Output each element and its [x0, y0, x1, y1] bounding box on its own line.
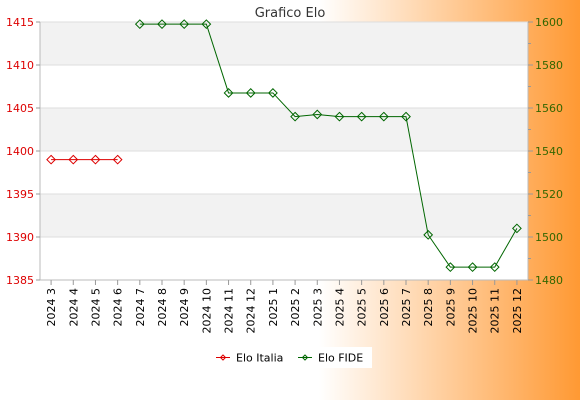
y-left-tick-label: 1400	[6, 145, 34, 158]
y-left-tick-label: 1385	[6, 274, 34, 287]
data-point	[46, 154, 56, 165]
data-point	[268, 88, 278, 98]
data-point	[489, 262, 500, 273]
data-point	[334, 111, 345, 122]
data-point	[179, 19, 190, 30]
x-tick-label: 2025 6	[378, 288, 391, 327]
x-tick-label: 2024 9	[178, 288, 191, 327]
y-left-tick-label: 1415	[6, 16, 34, 29]
data-point	[134, 19, 145, 30]
x-tick-label: 2024 12	[245, 288, 258, 334]
x-tick-label: 2024 5	[89, 288, 102, 327]
x-tick-label: 2025 10	[467, 288, 480, 334]
grid-band	[40, 22, 528, 65]
y-left-tick-label: 1390	[6, 231, 34, 244]
legend-item-elo-italia: Elo Italia	[216, 352, 283, 365]
data-point	[423, 229, 434, 240]
y-right-tick-label: 1600	[535, 16, 563, 29]
data-point	[112, 154, 123, 165]
data-point	[356, 111, 367, 122]
data-point	[290, 111, 300, 122]
data-point	[312, 109, 323, 120]
legend-marker-elo-fide	[301, 354, 309, 361]
y-right-tick-label: 1560	[535, 102, 563, 115]
data-point	[157, 19, 167, 30]
data-point	[245, 88, 256, 98]
x-tick-label: 2024 10	[200, 288, 213, 334]
legend-label-elo-italia: Elo Italia	[236, 352, 283, 365]
plot-area: 1385 1390 1395 1400 1405 1410 1415 1480 1500 1520…	[6, 16, 563, 334]
y-right-tick-label: 1540	[535, 145, 563, 158]
x-tick-label: 2024 11	[223, 288, 236, 334]
x-tick-label: 2024 7	[134, 288, 147, 327]
y-right-tick-label: 1580	[535, 59, 563, 72]
x-tick-label: 2025 4	[333, 288, 346, 327]
data-point	[445, 262, 456, 273]
data-point	[223, 88, 234, 98]
data-point	[68, 154, 79, 165]
y-right-tick-label: 1480	[535, 274, 563, 287]
data-point	[90, 154, 101, 165]
x-tick-label: 2024 4	[67, 288, 80, 327]
grid-band	[40, 108, 528, 151]
y-right-tick-label: 1520	[535, 188, 563, 201]
data-point	[201, 19, 212, 30]
x-tick-label: 2025 9	[444, 288, 457, 327]
legend-marker-elo-italia	[219, 354, 227, 361]
x-tick-label: 2025 1	[267, 288, 280, 327]
y-right-tick-label: 1500	[535, 231, 563, 244]
grid-band	[40, 194, 528, 237]
data-point	[512, 223, 522, 234]
x-tick-label: 2025 3	[311, 288, 324, 327]
legend-box	[211, 347, 372, 368]
legend-label-elo-fide: Elo FIDE	[318, 352, 363, 365]
legend: Elo Italia Elo FIDE	[211, 347, 372, 368]
x-tick-label: 2025 5	[356, 288, 369, 327]
y-left-tick-label: 1405	[6, 102, 34, 115]
data-point	[401, 111, 411, 122]
data-point	[378, 111, 389, 122]
x-tick-label: 2024 8	[156, 288, 169, 327]
y-left-tick-label: 1410	[6, 59, 34, 72]
data-point	[467, 262, 478, 273]
x-tick-label: 2025 7	[400, 288, 413, 327]
legend-item-elo-fide: Elo FIDE	[298, 352, 363, 365]
x-tick-label: 2025 11	[489, 288, 502, 334]
x-tick-label: 2025 8	[422, 288, 435, 327]
x-tick-label: 2025 12	[511, 288, 524, 334]
x-tick-label: 2025 2	[289, 288, 302, 327]
x-tick-label: 2024 6	[112, 288, 125, 327]
chart-title: Grafico Elo	[255, 6, 326, 21]
y-left-tick-label: 1395	[6, 188, 34, 201]
x-tick-label: 2024 3	[45, 288, 58, 327]
